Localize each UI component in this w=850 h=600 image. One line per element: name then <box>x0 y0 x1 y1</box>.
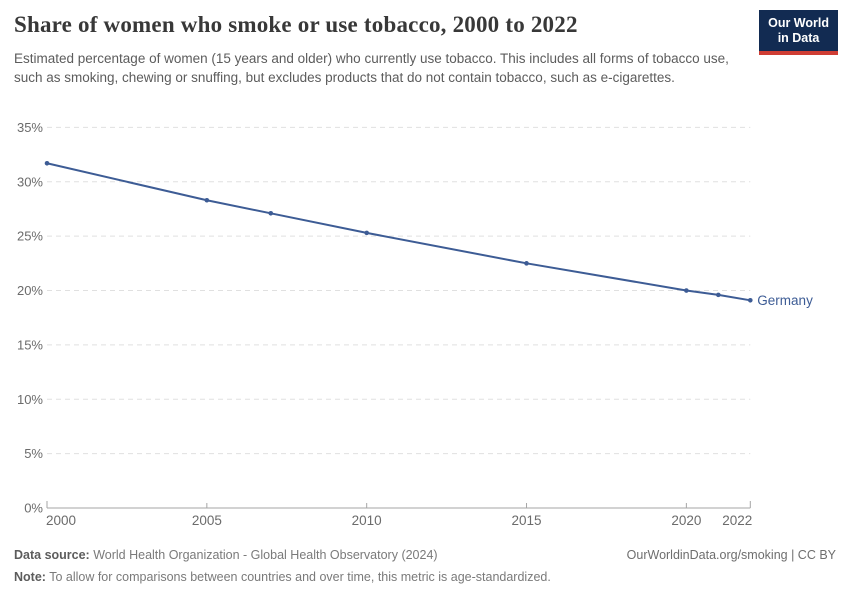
y-tick-label: 5% <box>24 446 43 461</box>
x-tick-label: 2000 <box>46 513 76 528</box>
x-tick-label: 2010 <box>352 513 382 528</box>
data-point <box>684 288 689 293</box>
note-label: Note: <box>14 570 46 584</box>
chart-title: Share of women who smoke or use tobacco,… <box>14 12 578 37</box>
data-source-label: Data source: <box>14 548 90 562</box>
data-source-line: Data source: World Health Organization -… <box>14 545 438 565</box>
series-line <box>46 162 752 302</box>
y-tick-label: 0% <box>24 501 43 516</box>
y-tick-label: 25% <box>17 229 43 244</box>
note-line: Note: To allow for comparisons between c… <box>14 567 836 587</box>
owid-logo-line1: Our World <box>768 16 829 30</box>
chart-subtitle: Estimated percentage of women (15 years … <box>14 51 729 85</box>
y-tick-label: 35% <box>17 120 43 135</box>
footer-link[interactable]: OurWorldinData.org/smoking | CC BY <box>626 548 836 562</box>
data-point <box>204 197 210 203</box>
data-source-text: World Health Organization - Global Healt… <box>89 548 438 562</box>
y-tick-label: 20% <box>17 283 43 298</box>
line-chart[interactable]: 0% 5% 10% 15% 20% 25% 30% 35% 2000 2005 2010 2015 20… <box>0 105 850 550</box>
y-tick-label: 10% <box>17 392 43 407</box>
data-point <box>748 298 753 303</box>
x-tick-label: 2022 <box>722 513 752 528</box>
data-point <box>716 292 721 298</box>
data-point <box>524 261 529 266</box>
data-point <box>268 211 274 216</box>
data-point <box>44 160 50 166</box>
x-tick-label: 2020 <box>671 513 701 528</box>
note-text: To allow for comparisons between countri… <box>45 570 551 584</box>
y-tick-label: 30% <box>17 174 43 189</box>
series-label: Germany <box>757 293 813 308</box>
owid-logo[interactable]: Our World in Data <box>759 10 838 55</box>
footer: Data source: World Health Organization -… <box>14 545 836 587</box>
y-tick-label: 15% <box>17 337 43 352</box>
data-point <box>364 230 369 236</box>
x-tick-label: 2015 <box>511 513 541 528</box>
x-tick-label: 2005 <box>192 513 222 528</box>
owid-logo-line2: in Data <box>777 31 820 45</box>
